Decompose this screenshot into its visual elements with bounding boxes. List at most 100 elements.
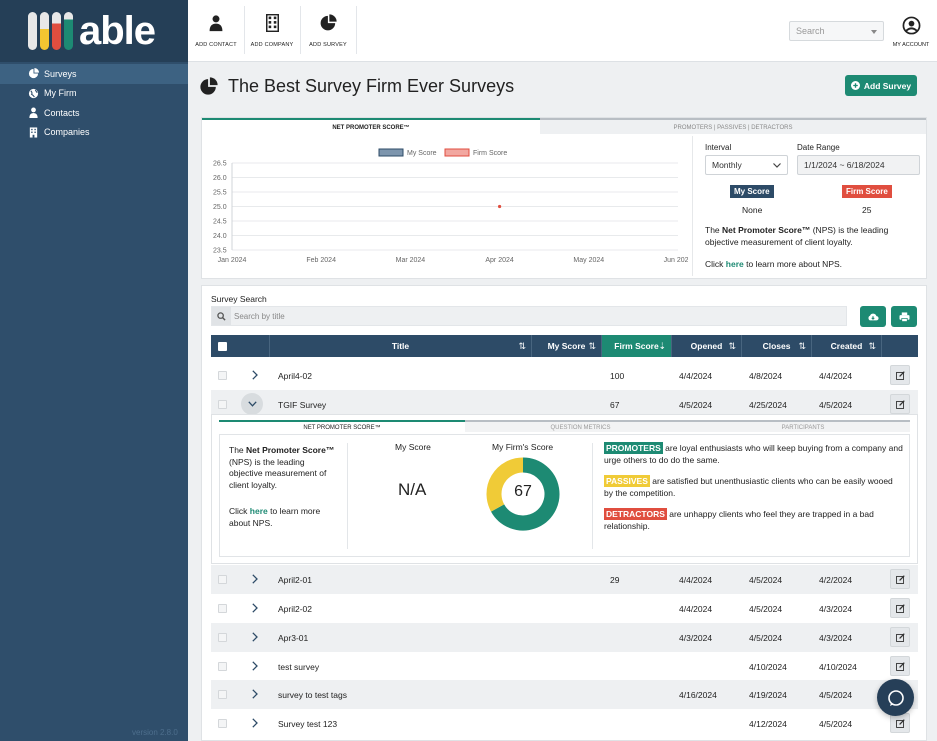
help-chat-button[interactable] xyxy=(877,679,914,716)
row-checkbox[interactable] xyxy=(218,575,227,584)
edit-button[interactable] xyxy=(890,713,910,733)
divider xyxy=(300,6,301,54)
survey-search-input[interactable]: Search by title xyxy=(211,306,847,326)
col-title[interactable]: Title ⇅ xyxy=(270,335,532,357)
edit-icon xyxy=(895,661,905,671)
row-checkbox[interactable] xyxy=(218,604,227,613)
col-created-label: Created xyxy=(830,341,863,351)
row-title: April4-02 xyxy=(278,370,313,381)
select-all-checkbox[interactable] xyxy=(218,341,227,351)
col-created[interactable]: Created ⇅ xyxy=(812,335,882,357)
add-survey-label: Add Survey xyxy=(863,80,912,91)
learn-more-text: to learn more about NPS. xyxy=(743,259,843,269)
sidebar-item-my-firm[interactable]: My Firm xyxy=(0,84,188,104)
passives-definition: PASSIVES are satisfied but unenthusiasti… xyxy=(604,475,904,499)
sidebar-item-contacts[interactable]: Contacts xyxy=(0,103,188,123)
edit-button[interactable] xyxy=(890,365,910,385)
tab-net-promoter-score[interactable]: NET PROMOTER SCORE™ xyxy=(202,118,540,134)
expand-row-chevron-icon[interactable] xyxy=(248,716,262,730)
print-button[interactable] xyxy=(891,306,917,327)
row-closes: 4/5/2024 xyxy=(749,574,783,585)
expand-row-chevron-icon[interactable] xyxy=(248,630,262,644)
account-circle-icon xyxy=(902,16,920,35)
printer-icon xyxy=(899,311,909,322)
expand-row-chevron-icon[interactable] xyxy=(248,687,262,701)
table-row[interactable]: Survey test 123 4/12/2024 4/5/2024 xyxy=(211,709,918,738)
add-survey-button[interactable]: Add Survey xyxy=(845,75,917,96)
expand-row-chevron-icon[interactable] xyxy=(248,368,262,382)
add-company-button[interactable]: ADD COMPANY xyxy=(244,13,300,48)
row-checkbox[interactable] xyxy=(218,371,227,380)
logo[interactable]: able xyxy=(0,0,188,62)
row-title: test survey xyxy=(278,661,320,672)
table-row[interactable]: test survey 4/10/2024 4/10/2024 xyxy=(211,652,918,681)
survey-table-header: Title ⇅ My Score ⇅ Firm Score ⇣ Opened ⇅ Clo… xyxy=(211,335,918,357)
tab-participants[interactable]: PARTICIPANTS xyxy=(696,420,910,432)
edit-button[interactable] xyxy=(890,656,910,676)
table-row[interactable]: April4-02 100 4/4/2024 4/8/2024 4/4/2024 xyxy=(211,361,918,390)
y-tick-label: 24.0 xyxy=(213,233,227,240)
expand-row-chevron-icon[interactable] xyxy=(248,601,262,615)
collapse-row-chevron-icon[interactable] xyxy=(241,393,263,415)
top-bar: ADD CONTACT ADD COMPANY ADD SURVEY Searc… xyxy=(188,0,937,62)
table-row[interactable]: April2-01 29 4/4/2024 4/5/2024 4/2/2024 xyxy=(211,565,918,594)
learn-more-link[interactable]: here xyxy=(725,259,744,269)
col-my-score[interactable]: My Score ⇅ xyxy=(532,335,602,357)
global-search-input[interactable]: Search xyxy=(789,21,884,41)
cloud-download-icon xyxy=(868,313,879,320)
row-closes: 4/12/2024 xyxy=(749,718,787,729)
tab-question-metrics[interactable]: QUESTION METRICS xyxy=(465,420,696,432)
detractors-tag: DETRACTORS xyxy=(604,508,667,520)
tab-detail-nps[interactable]: NET PROMOTER SCORE™ xyxy=(219,420,465,432)
sidebar-item-surveys[interactable]: Surveys xyxy=(0,64,188,84)
row-created: 4/2/2024 xyxy=(819,574,853,585)
row-checkbox[interactable] xyxy=(218,690,227,699)
expand-row-chevron-icon[interactable] xyxy=(248,572,262,586)
add-contact-button[interactable]: ADD CONTACT xyxy=(188,14,244,48)
my-account-button[interactable]: MY ACCOUNT xyxy=(891,16,931,48)
table-row[interactable]: survey to test tags 4/16/2024 4/19/2024 4/5… xyxy=(211,680,918,709)
survey-detail-panel: NET PROMOTER SCORE™ QUESTION METRICS PAR… xyxy=(211,414,918,564)
passives-arc xyxy=(486,457,524,512)
sidebar-item-label: Surveys xyxy=(44,68,77,79)
divider xyxy=(347,443,348,549)
firm-score-value: 25 xyxy=(862,205,872,215)
y-tick-label: 24.5 xyxy=(213,219,227,226)
table-row[interactable]: Apr3-01 4/3/2024 4/5/2024 4/3/2024 xyxy=(211,623,918,652)
sidebar-item-companies[interactable]: Companies xyxy=(0,123,188,143)
building-icon xyxy=(244,13,300,33)
row-checkbox[interactable] xyxy=(218,633,227,642)
tab-promoters-passives-detractors[interactable]: PROMOTERS | PASSIVES | DETRACTORS xyxy=(540,118,926,134)
legend-swatch xyxy=(444,148,470,157)
row-checkbox[interactable] xyxy=(218,400,227,409)
date-range-input[interactable]: 1/1/2024 ~ 6/18/2024 xyxy=(797,155,920,175)
add-survey-top-button[interactable]: ADD SURVEY xyxy=(300,14,356,48)
edit-icon xyxy=(895,632,905,642)
firm-score-donut xyxy=(486,457,560,531)
row-created: 4/5/2024 xyxy=(819,689,853,700)
col-firm-score[interactable]: Firm Score ⇣ xyxy=(602,335,672,357)
pie-chart-icon xyxy=(28,68,39,79)
col-title-label: Title xyxy=(391,341,410,351)
table-row[interactable]: April2-02 4/4/2024 4/5/2024 4/3/2024 xyxy=(211,594,918,623)
divider xyxy=(692,136,693,276)
row-checkbox[interactable] xyxy=(218,719,227,728)
edit-button[interactable] xyxy=(890,598,910,618)
y-tick-label: 25.5 xyxy=(213,190,227,197)
survey-list-panel: Survey Search Search by title Title ⇅ My … xyxy=(201,285,927,741)
row-closes: 4/5/2024 xyxy=(749,603,783,614)
desc-text: (NPS) is the leading objective measureme… xyxy=(705,225,889,247)
col-closes[interactable]: Closes ⇅ xyxy=(742,335,812,357)
edit-button[interactable] xyxy=(890,627,910,647)
learn-more-link[interactable]: here xyxy=(249,506,268,516)
row-title: TGIF Survey xyxy=(278,399,327,410)
download-button[interactable] xyxy=(860,306,886,327)
row-checkbox[interactable] xyxy=(218,662,227,671)
col-opened[interactable]: Opened ⇅ xyxy=(672,335,742,357)
interval-select[interactable]: Monthly xyxy=(705,155,788,175)
row-opened: 4/4/2024 xyxy=(679,603,713,614)
edit-button[interactable] xyxy=(890,569,910,589)
expand-row-chevron-icon[interactable] xyxy=(248,659,262,673)
passives-text: are satisfied but unenthusiastic clients… xyxy=(604,476,893,498)
edit-button[interactable] xyxy=(890,394,910,414)
